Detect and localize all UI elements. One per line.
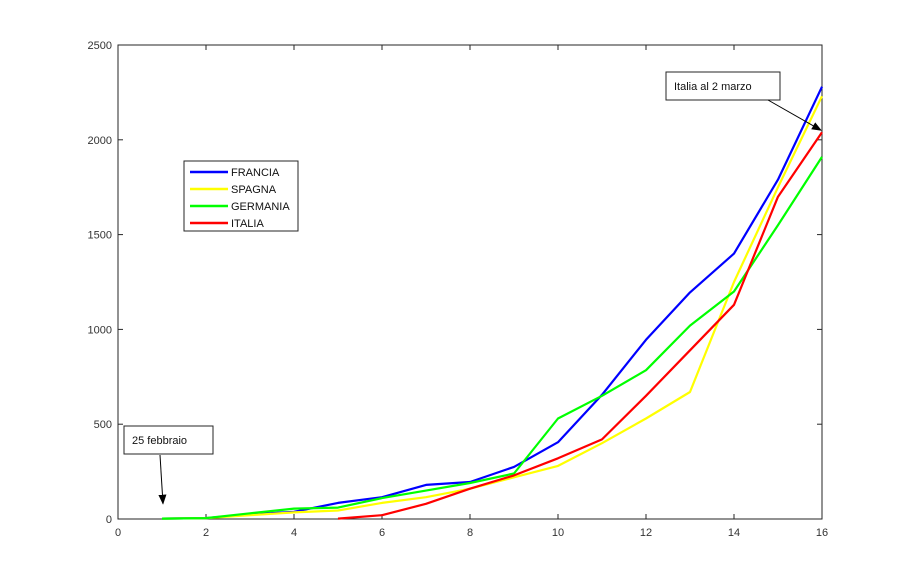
annotation-arrow — [158, 454, 167, 505]
legend-label-francia: FRANCIA — [231, 167, 280, 179]
x-tick-label: 10 — [552, 527, 564, 539]
x-tick-label: 2 — [203, 527, 209, 539]
y-tick-label: 1500 — [88, 230, 112, 242]
y-tick-label: 0 — [106, 514, 112, 526]
x-tick-label: 12 — [640, 527, 652, 539]
annotation-italia-2-marzo: Italia al 2 marzo — [665, 71, 822, 131]
x-tick-label: 4 — [291, 527, 297, 539]
annotation-arrow — [767, 99, 822, 131]
annotation-box — [665, 71, 781, 101]
legend-label-germania: GERMANIA — [231, 201, 290, 213]
series-lines — [161, 86, 823, 520]
y-axis: 0 500 1000 1500 2000 2500 — [88, 40, 822, 526]
y-tick-label: 2000 — [88, 135, 112, 147]
y-tick-label: 2500 — [88, 40, 112, 52]
x-tick-label: 6 — [379, 527, 385, 539]
x-tick-label: 14 — [728, 527, 740, 539]
annotation-25-febbraio: 25 febbraio — [123, 425, 214, 505]
annotation-text: Italia al 2 marzo — [674, 81, 752, 93]
legend-label-spagna: SPAGNA — [231, 184, 277, 196]
annotation-text: 25 febbraio — [132, 435, 187, 447]
legend: FRANCIA SPAGNA GERMANIA ITALIA — [183, 160, 299, 232]
x-tick-label: 16 — [816, 527, 828, 539]
plot-area — [117, 44, 823, 520]
x-axis: 0 2 4 6 8 10 12 14 16 — [115, 45, 828, 539]
annotation-box — [123, 425, 214, 455]
y-tick-label: 1000 — [88, 324, 112, 336]
x-tick-label: 8 — [467, 527, 473, 539]
series-line-germania — [161, 156, 823, 520]
series-line-italia — [337, 131, 823, 520]
legend-label-italia: ITALIA — [231, 218, 264, 230]
x-tick-label: 0 — [115, 527, 121, 539]
y-tick-label: 500 — [94, 419, 112, 431]
